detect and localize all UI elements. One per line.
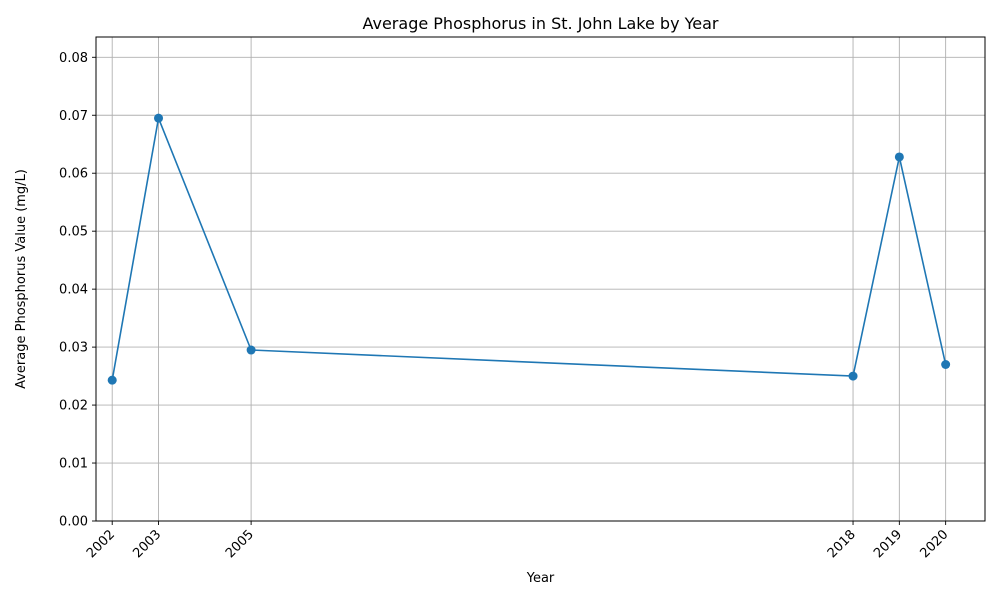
data-point	[107, 375, 117, 385]
plot-area-frame	[95, 36, 986, 522]
y-tick-label: 0.04	[59, 283, 88, 298]
chart-title: Average Phosphorus in St. John Lake by Y…	[362, 14, 718, 33]
x-axis-label: Year	[526, 571, 555, 586]
y-tick-label: 0.07	[59, 109, 88, 124]
series-line	[111, 115, 947, 381]
y-tick-label: 0.00	[59, 515, 88, 530]
y-tick-label: 0.08	[59, 51, 88, 66]
y-tick-label: 0.03	[59, 341, 88, 356]
y-tick-label: 0.06	[59, 167, 88, 182]
data-point	[154, 113, 164, 123]
y-axis-label: Average Phosphorus Value (mg/L)	[14, 169, 29, 389]
y-tick-label: 0.02	[59, 399, 88, 414]
data-series	[107, 113, 951, 385]
data-point	[848, 371, 858, 381]
data-point	[941, 359, 951, 369]
data-point	[894, 152, 904, 162]
y-tick-label: 0.05	[59, 225, 88, 240]
data-point	[246, 345, 256, 355]
y-tick-label: 0.01	[59, 457, 88, 472]
